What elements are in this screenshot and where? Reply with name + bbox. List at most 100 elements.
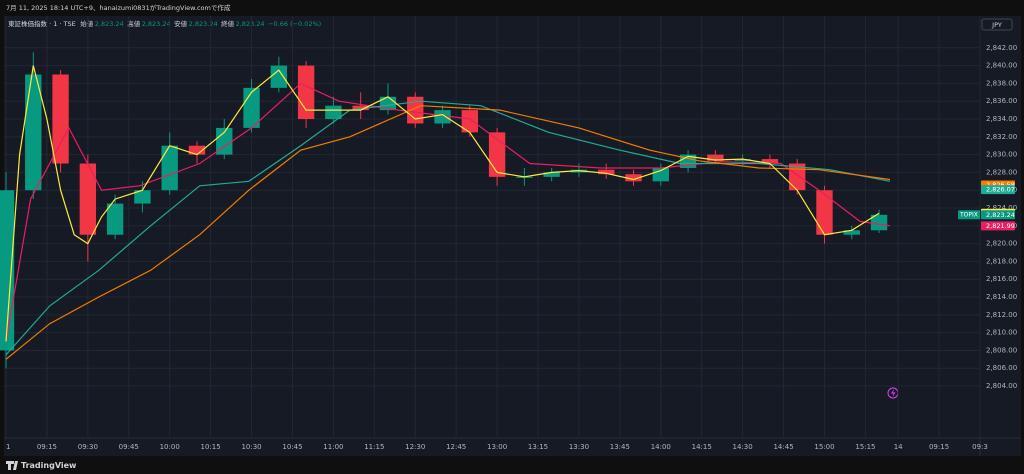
- y-tick-label: 2,824.00: [986, 204, 1017, 212]
- x-tick-label: 09:15: [37, 443, 57, 451]
- candle-body: [352, 105, 369, 111]
- x-tick-label: 12:30: [405, 443, 425, 451]
- legend: 東証株価指数 · 1 · TSE 始値 2,823.24 高値 2,823.24 安値 2,…: [8, 19, 321, 28]
- candle-body: [625, 174, 642, 182]
- candle-body: [188, 145, 206, 155]
- moving-average: [5, 65, 880, 342]
- candle-body: [25, 74, 42, 191]
- x-tick-label: 14:00: [651, 443, 671, 451]
- y-tick-label: 2,808.00: [986, 346, 1017, 354]
- header-text: 7月 11, 2025 18:14 UTC+9、hanaizumi0831がTr…: [6, 3, 231, 12]
- y-tick-label: 2,820.00: [986, 240, 1017, 248]
- x-tick-label: 14:45: [773, 443, 793, 451]
- candle-body: [543, 172, 560, 177]
- y-tick-label: 2,830.00: [986, 151, 1017, 159]
- y-tick-label: 2,810.00: [986, 329, 1017, 337]
- y-tick-label: 2,838.00: [986, 79, 1017, 87]
- x-tick-label: 13:15: [528, 443, 548, 451]
- x-tick-label: 10:45: [282, 443, 302, 451]
- moving-average: [5, 105, 891, 360]
- candle-body: [0, 190, 15, 351]
- legend-label: 終値: [221, 19, 235, 28]
- y-tick-label: 2,834.00: [986, 115, 1017, 123]
- candle-body: [870, 214, 888, 231]
- x-tick-label: 15:00: [814, 443, 834, 451]
- candle-body: [216, 127, 233, 155]
- x-tick-label: 11:00: [323, 443, 343, 451]
- candle-body: [707, 154, 724, 161]
- candle-body: [461, 110, 478, 133]
- x-tick-label: 14:15: [692, 443, 712, 451]
- legend-label: 始値: [80, 19, 94, 28]
- x-tick-label: 09:30: [78, 443, 98, 451]
- x-tick-label: 1: [6, 443, 10, 451]
- candle-body: [270, 65, 288, 88]
- x-tick-label: 12:45: [446, 443, 466, 451]
- candle-body: [789, 163, 806, 191]
- x-tick-label: 10:15: [201, 443, 221, 451]
- y-tick-label: 2,806.00: [986, 364, 1017, 372]
- y-tick-label: 2,818.00: [986, 257, 1017, 265]
- y-tick-label: 2,816.00: [986, 275, 1017, 283]
- x-tick-label: 13:00: [487, 443, 507, 451]
- candle-body: [79, 163, 97, 235]
- candle-body: [407, 96, 424, 124]
- x-tick-label: 14:30: [733, 443, 753, 451]
- legend-value: 2,823.24: [189, 20, 218, 28]
- legend-label: 高値: [127, 19, 141, 28]
- currency[interactable]: JPY: [991, 21, 1002, 29]
- x-tick-label: 13:30: [569, 443, 589, 451]
- y-tick-label: 2,814.00: [986, 293, 1017, 301]
- legend-value: 2,823.24: [236, 20, 265, 28]
- y-tick-label: 2,842.00: [986, 44, 1017, 52]
- x-tick-label: 13:45: [610, 443, 630, 451]
- y-tick-label: 2,832.00: [986, 133, 1017, 141]
- x-tick-label: 11:15: [364, 443, 384, 451]
- candle-body: [106, 203, 124, 235]
- y-tick-label: 2,828.00: [986, 168, 1017, 176]
- price-tag-label: 2,826.58: [986, 181, 1015, 189]
- candle-body: [434, 110, 451, 124]
- y-tick-label: 2,804.00: [986, 382, 1017, 390]
- x-tick-label: 09:45: [119, 443, 139, 451]
- moving-average: [5, 82, 891, 342]
- brand-logo[interactable]: [6, 461, 18, 470]
- candle-body: [843, 230, 860, 235]
- price-tag-label: 2,821.99: [986, 222, 1015, 230]
- x-tick-label: 09:3: [972, 443, 988, 451]
- legend-value: 2,823.24: [142, 20, 171, 28]
- price-tag-label: 2,823.24: [986, 211, 1015, 219]
- price-tag: [981, 185, 1015, 195]
- alert-bolt[interactable]: [891, 389, 896, 397]
- symbol-tag-bg: [958, 210, 980, 220]
- x-tick-label: 15:15: [855, 443, 875, 451]
- chart-panel: [4, 16, 1021, 456]
- symbol-tag: TOPIX: [959, 211, 978, 218]
- x-tick-label: 09:15: [929, 443, 949, 451]
- brand[interactable]: TradingView: [21, 461, 77, 470]
- x-tick-label: 10:30: [241, 443, 261, 451]
- currency-box[interactable]: [981, 18, 1013, 31]
- legend-change: −0.66 (−0.02%): [268, 20, 321, 28]
- candle-body: [652, 167, 669, 182]
- y-tick-label: 2,812.00: [986, 311, 1017, 319]
- plot: 2,804.00 2,806.00 2,808.00 2,810.00 2,812.00…: [0, 16, 1017, 451]
- y-tick-label: 2,836.00: [986, 97, 1017, 105]
- candle-body: [52, 74, 69, 164]
- candle-body: [816, 190, 833, 235]
- legend-value: 2,823.24: [95, 20, 124, 28]
- candle-body: [761, 159, 779, 164]
- candle-body: [297, 65, 315, 120]
- candle-body: [161, 145, 178, 191]
- y-tick-label: 2,840.00: [986, 62, 1017, 70]
- x-tick-label: 14: [894, 443, 903, 451]
- price-tag: [981, 221, 1015, 231]
- legend-label: 安値: [174, 19, 188, 28]
- candle-body: [325, 105, 342, 120]
- price-tag: [981, 210, 1015, 220]
- candle-body: [734, 159, 751, 161]
- candle-body: [598, 169, 615, 175]
- x-tick-label: 10:00: [160, 443, 180, 451]
- candle-body: [134, 190, 151, 204]
